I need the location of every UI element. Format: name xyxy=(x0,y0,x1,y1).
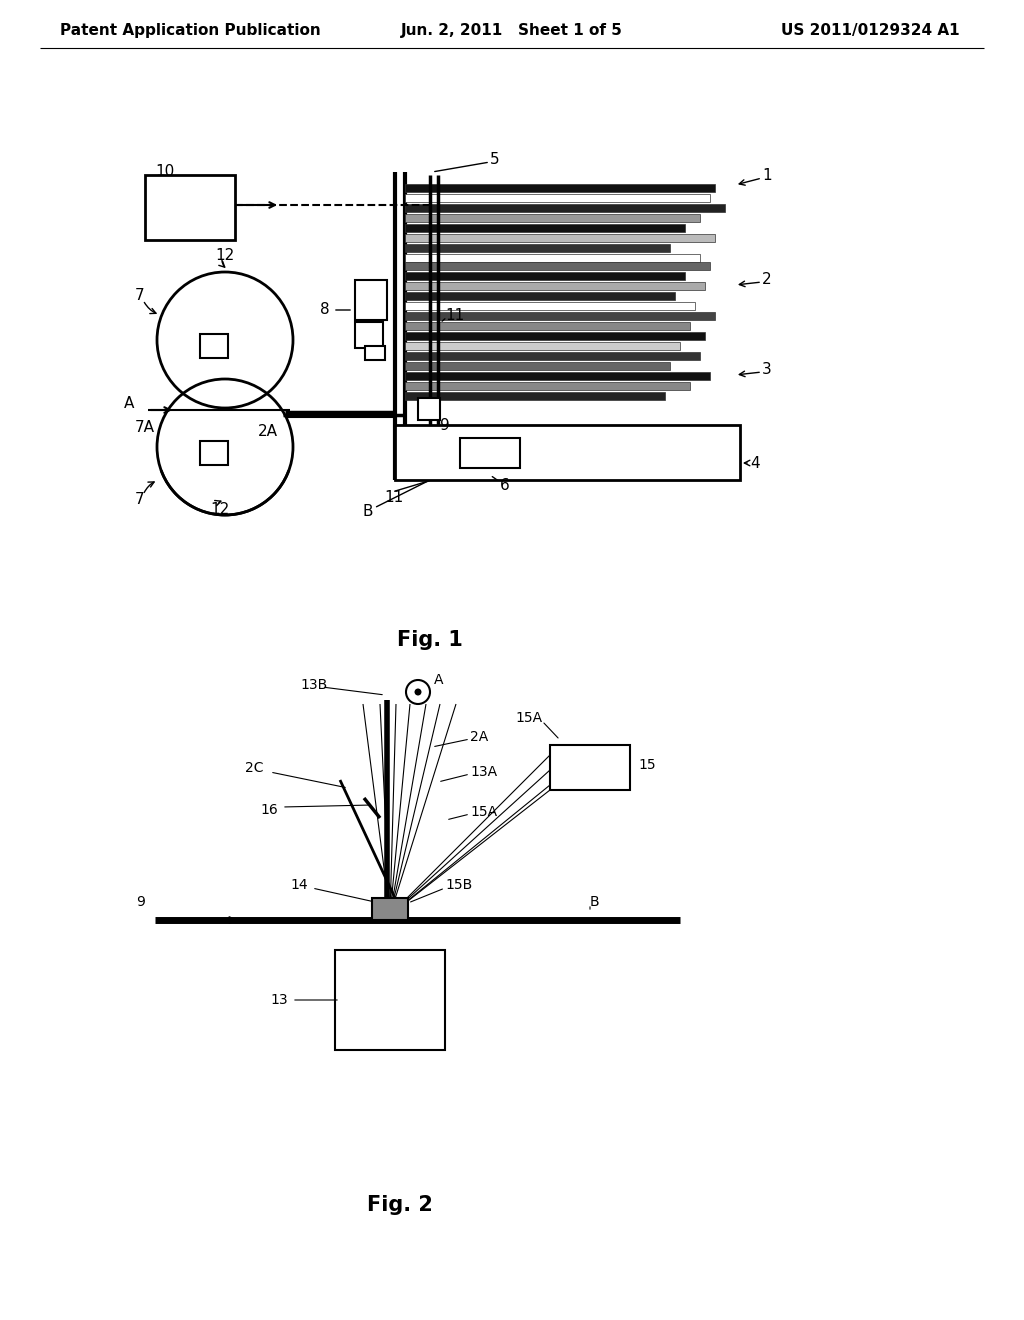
Text: 13: 13 xyxy=(270,993,288,1007)
Bar xyxy=(200,441,228,465)
Text: 4: 4 xyxy=(750,455,760,470)
Bar xyxy=(406,292,675,300)
Bar xyxy=(355,322,383,348)
Text: US 2011/0129324 A1: US 2011/0129324 A1 xyxy=(781,22,961,37)
Text: 9: 9 xyxy=(136,895,145,909)
Bar xyxy=(406,322,690,330)
Text: Fig. 2: Fig. 2 xyxy=(367,1195,433,1214)
Text: B: B xyxy=(362,504,373,520)
Bar xyxy=(406,392,665,400)
Text: 15A: 15A xyxy=(515,711,542,725)
Bar xyxy=(335,950,445,1049)
Bar xyxy=(406,282,705,290)
Text: 15B: 15B xyxy=(445,878,472,892)
Bar xyxy=(406,362,670,370)
Text: 3: 3 xyxy=(762,363,772,378)
Bar xyxy=(406,302,695,310)
Text: 9: 9 xyxy=(440,417,450,433)
Text: 7: 7 xyxy=(135,492,144,507)
Text: 11: 11 xyxy=(445,308,464,322)
Bar xyxy=(372,898,408,920)
Bar xyxy=(200,334,228,358)
Text: 8: 8 xyxy=(319,302,330,318)
Bar xyxy=(406,194,710,202)
Text: 1: 1 xyxy=(762,168,772,182)
Bar xyxy=(406,183,715,191)
Text: 6: 6 xyxy=(500,478,510,492)
Text: Fig. 1: Fig. 1 xyxy=(397,630,463,649)
Bar xyxy=(406,224,685,232)
Bar xyxy=(418,399,440,420)
Bar xyxy=(406,214,700,222)
Bar xyxy=(406,253,700,261)
Text: 13B: 13B xyxy=(300,678,328,692)
Text: 13A: 13A xyxy=(470,766,497,779)
Text: 2: 2 xyxy=(762,272,772,288)
Bar xyxy=(406,333,705,341)
Text: A: A xyxy=(434,673,443,686)
Bar xyxy=(406,342,680,350)
Text: Patent Application Publication: Patent Application Publication xyxy=(60,22,321,37)
Text: 15A: 15A xyxy=(470,805,497,818)
Bar xyxy=(406,234,715,242)
Text: 11: 11 xyxy=(384,490,403,504)
Bar xyxy=(406,312,715,319)
Bar xyxy=(406,244,670,252)
Text: A: A xyxy=(124,396,134,412)
Text: 14: 14 xyxy=(290,878,307,892)
Bar xyxy=(365,346,385,360)
Text: 2C: 2C xyxy=(245,762,263,775)
Text: 2A: 2A xyxy=(470,730,488,744)
Text: 12: 12 xyxy=(210,503,229,517)
Bar xyxy=(406,272,685,280)
Circle shape xyxy=(415,689,422,696)
Bar xyxy=(550,744,630,789)
Text: 12: 12 xyxy=(215,248,234,263)
Bar xyxy=(406,352,700,360)
Bar xyxy=(145,176,234,240)
Text: Jun. 2, 2011   Sheet 1 of 5: Jun. 2, 2011 Sheet 1 of 5 xyxy=(401,22,623,37)
Text: B: B xyxy=(590,895,600,909)
Text: 15: 15 xyxy=(638,758,655,772)
Bar xyxy=(406,261,710,271)
Bar xyxy=(395,425,740,480)
Text: 10: 10 xyxy=(155,165,174,180)
Text: 5: 5 xyxy=(490,153,500,168)
Text: 7A: 7A xyxy=(135,420,155,434)
Bar xyxy=(406,372,710,380)
Text: 16: 16 xyxy=(260,803,278,817)
Bar xyxy=(460,438,520,469)
Text: 2A: 2A xyxy=(258,425,278,440)
Text: 7: 7 xyxy=(135,288,144,302)
Bar xyxy=(406,381,690,389)
Bar xyxy=(355,280,387,319)
Bar xyxy=(406,205,725,213)
